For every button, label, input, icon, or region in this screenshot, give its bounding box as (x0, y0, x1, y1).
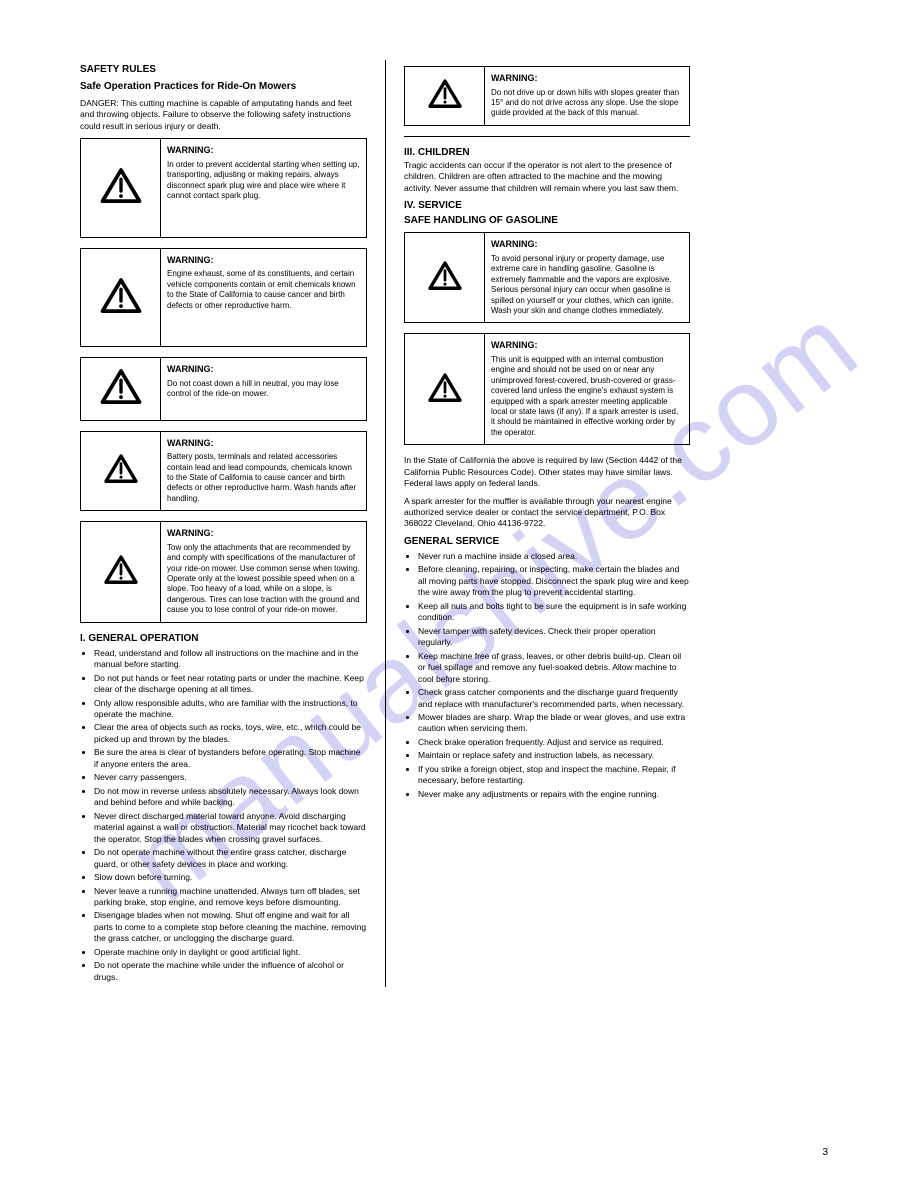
warning-text: Do not drive up or down hills with slope… (491, 88, 679, 118)
warning-triangle-icon (100, 167, 142, 205)
warning-box-4: WARNING: Battery posts, terminals and rel… (80, 431, 367, 512)
warning-box-1: WARNING: In order to prevent accidental s… (80, 138, 367, 237)
warning-level: WARNING: (167, 145, 360, 157)
list-item: Keep machine free of grass, leaves, or o… (418, 651, 690, 685)
warning-box-slope: WARNING: Do not drive up or down hills wi… (404, 66, 690, 126)
list-item: Operate machine only in daylight or good… (94, 947, 367, 958)
heading-safety-rules: SAFETY RULES (80, 64, 367, 75)
heading-children: III. CHILDREN (404, 147, 690, 158)
warning-triangle-icon (100, 277, 142, 315)
list-item: Keep all nuts and bolts tight to be sure… (418, 601, 690, 624)
list-item: Never direct discharged material toward … (94, 811, 367, 845)
list-item: Never carry passengers. (94, 772, 367, 783)
warning-level: WARNING: (167, 438, 360, 450)
left-column: SAFETY RULES Safe Operation Practices fo… (70, 60, 385, 987)
list-item: Never tamper with safety devices. Check … (418, 626, 690, 649)
warning-text: Battery posts, terminals and related acc… (167, 452, 356, 503)
list-item: Never run a machine inside a closed area… (418, 551, 690, 562)
list-item: Be sure the area is clear of bystanders … (94, 747, 367, 770)
warning-box-spark-arrester: WARNING: This unit is equipped with an in… (404, 333, 690, 445)
list-item: Disengage blades when not mowing. Shut o… (94, 910, 367, 944)
general-operation-list: Read, understand and follow all instruct… (80, 648, 367, 984)
warning-box-gasoline: WARNING: To avoid personal injury or prop… (404, 232, 690, 323)
list-item: Never make any adjustments or repairs wi… (418, 789, 690, 800)
warning-level: WARNING: (491, 340, 683, 352)
warning-triangle-icon (428, 79, 462, 109)
spark-note-1: In the State of California the above is … (404, 455, 690, 489)
warning-text: To avoid personal injury or property dam… (491, 254, 673, 315)
warning-box-2: WARNING: Engine exhaust, some of its cons… (80, 248, 367, 347)
warning-text: Tow only the attachments that are recomm… (167, 543, 360, 614)
list-item: Clear the area of objects such as rocks,… (94, 722, 367, 745)
list-item: If you strike a foreign object, stop and… (418, 764, 690, 787)
list-item: Check grass catcher components and the d… (418, 687, 690, 710)
warning-level: WARNING: (491, 239, 683, 251)
spark-note-2: A spark arrester for the muffler is avai… (404, 496, 690, 530)
warning-level: WARNING: (167, 364, 360, 376)
heading-general-service: GENERAL SERVICE (404, 536, 690, 547)
page-content: SAFETY RULES Safe Operation Practices fo… (0, 0, 918, 1017)
general-service-list: Never run a machine inside a closed area… (404, 551, 690, 800)
warning-triangle-icon (104, 454, 138, 484)
warning-triangle-icon (428, 373, 462, 403)
list-item: Check brake operation frequently. Adjust… (418, 737, 690, 748)
list-item: Do not put hands or feet near rotating p… (94, 673, 367, 696)
warning-box-5: WARNING: Tow only the attachments that ar… (80, 521, 367, 622)
heading-operation: Safe Operation Practices for Ride-On Mow… (80, 81, 367, 92)
warning-text: This unit is equipped with an internal c… (491, 355, 678, 437)
list-item: Maintain or replace safety and instructi… (418, 750, 690, 761)
warning-triangle-icon (104, 555, 138, 585)
warning-box-3: WARNING: Do not coast down a hill in neut… (80, 357, 367, 420)
heading-safe-handling: SAFE HANDLING OF GASOLINE (404, 215, 690, 226)
heading-service: IV. SERVICE (404, 200, 690, 211)
list-item: Do not mow in reverse unless absolutely … (94, 786, 367, 809)
list-item: Do not operate machine without the entir… (94, 847, 367, 870)
list-item: Only allow responsible adults, who are f… (94, 698, 367, 721)
warning-triangle-icon (428, 261, 462, 291)
list-item: Before cleaning, repairing, or inspectin… (418, 564, 690, 598)
warning-level: WARNING: (167, 255, 360, 267)
warning-triangle-icon (100, 368, 142, 406)
list-item: Mower blades are sharp. Wrap the blade o… (418, 712, 690, 735)
danger-paragraph: DANGER: This cutting machine is capable … (80, 98, 367, 132)
list-item: Do not operate the machine while under t… (94, 960, 367, 983)
children-intro: Tragic accidents can occur if the operat… (404, 160, 690, 194)
warning-text: Engine exhaust, some of its constituents… (167, 269, 356, 309)
list-item: Slow down before turning. (94, 872, 367, 883)
warning-text: Do not coast down a hill in neutral, you… (167, 379, 339, 398)
heading-general-operation: I. GENERAL OPERATION (80, 633, 367, 644)
page-number: 3 (822, 1147, 828, 1158)
warning-level: WARNING: (167, 528, 360, 540)
warning-level: WARNING: (491, 73, 683, 85)
warning-text: In order to prevent accidental starting … (167, 160, 360, 200)
divider (404, 136, 690, 137)
list-item: Read, understand and follow all instruct… (94, 648, 367, 671)
right-column: WARNING: Do not drive up or down hills wi… (385, 60, 700, 987)
list-item: Never leave a running machine unattended… (94, 886, 367, 909)
